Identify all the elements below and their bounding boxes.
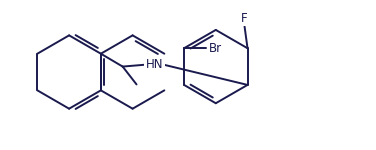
Text: Br: Br: [209, 42, 222, 55]
Text: F: F: [241, 12, 248, 25]
Text: HN: HN: [146, 58, 163, 71]
